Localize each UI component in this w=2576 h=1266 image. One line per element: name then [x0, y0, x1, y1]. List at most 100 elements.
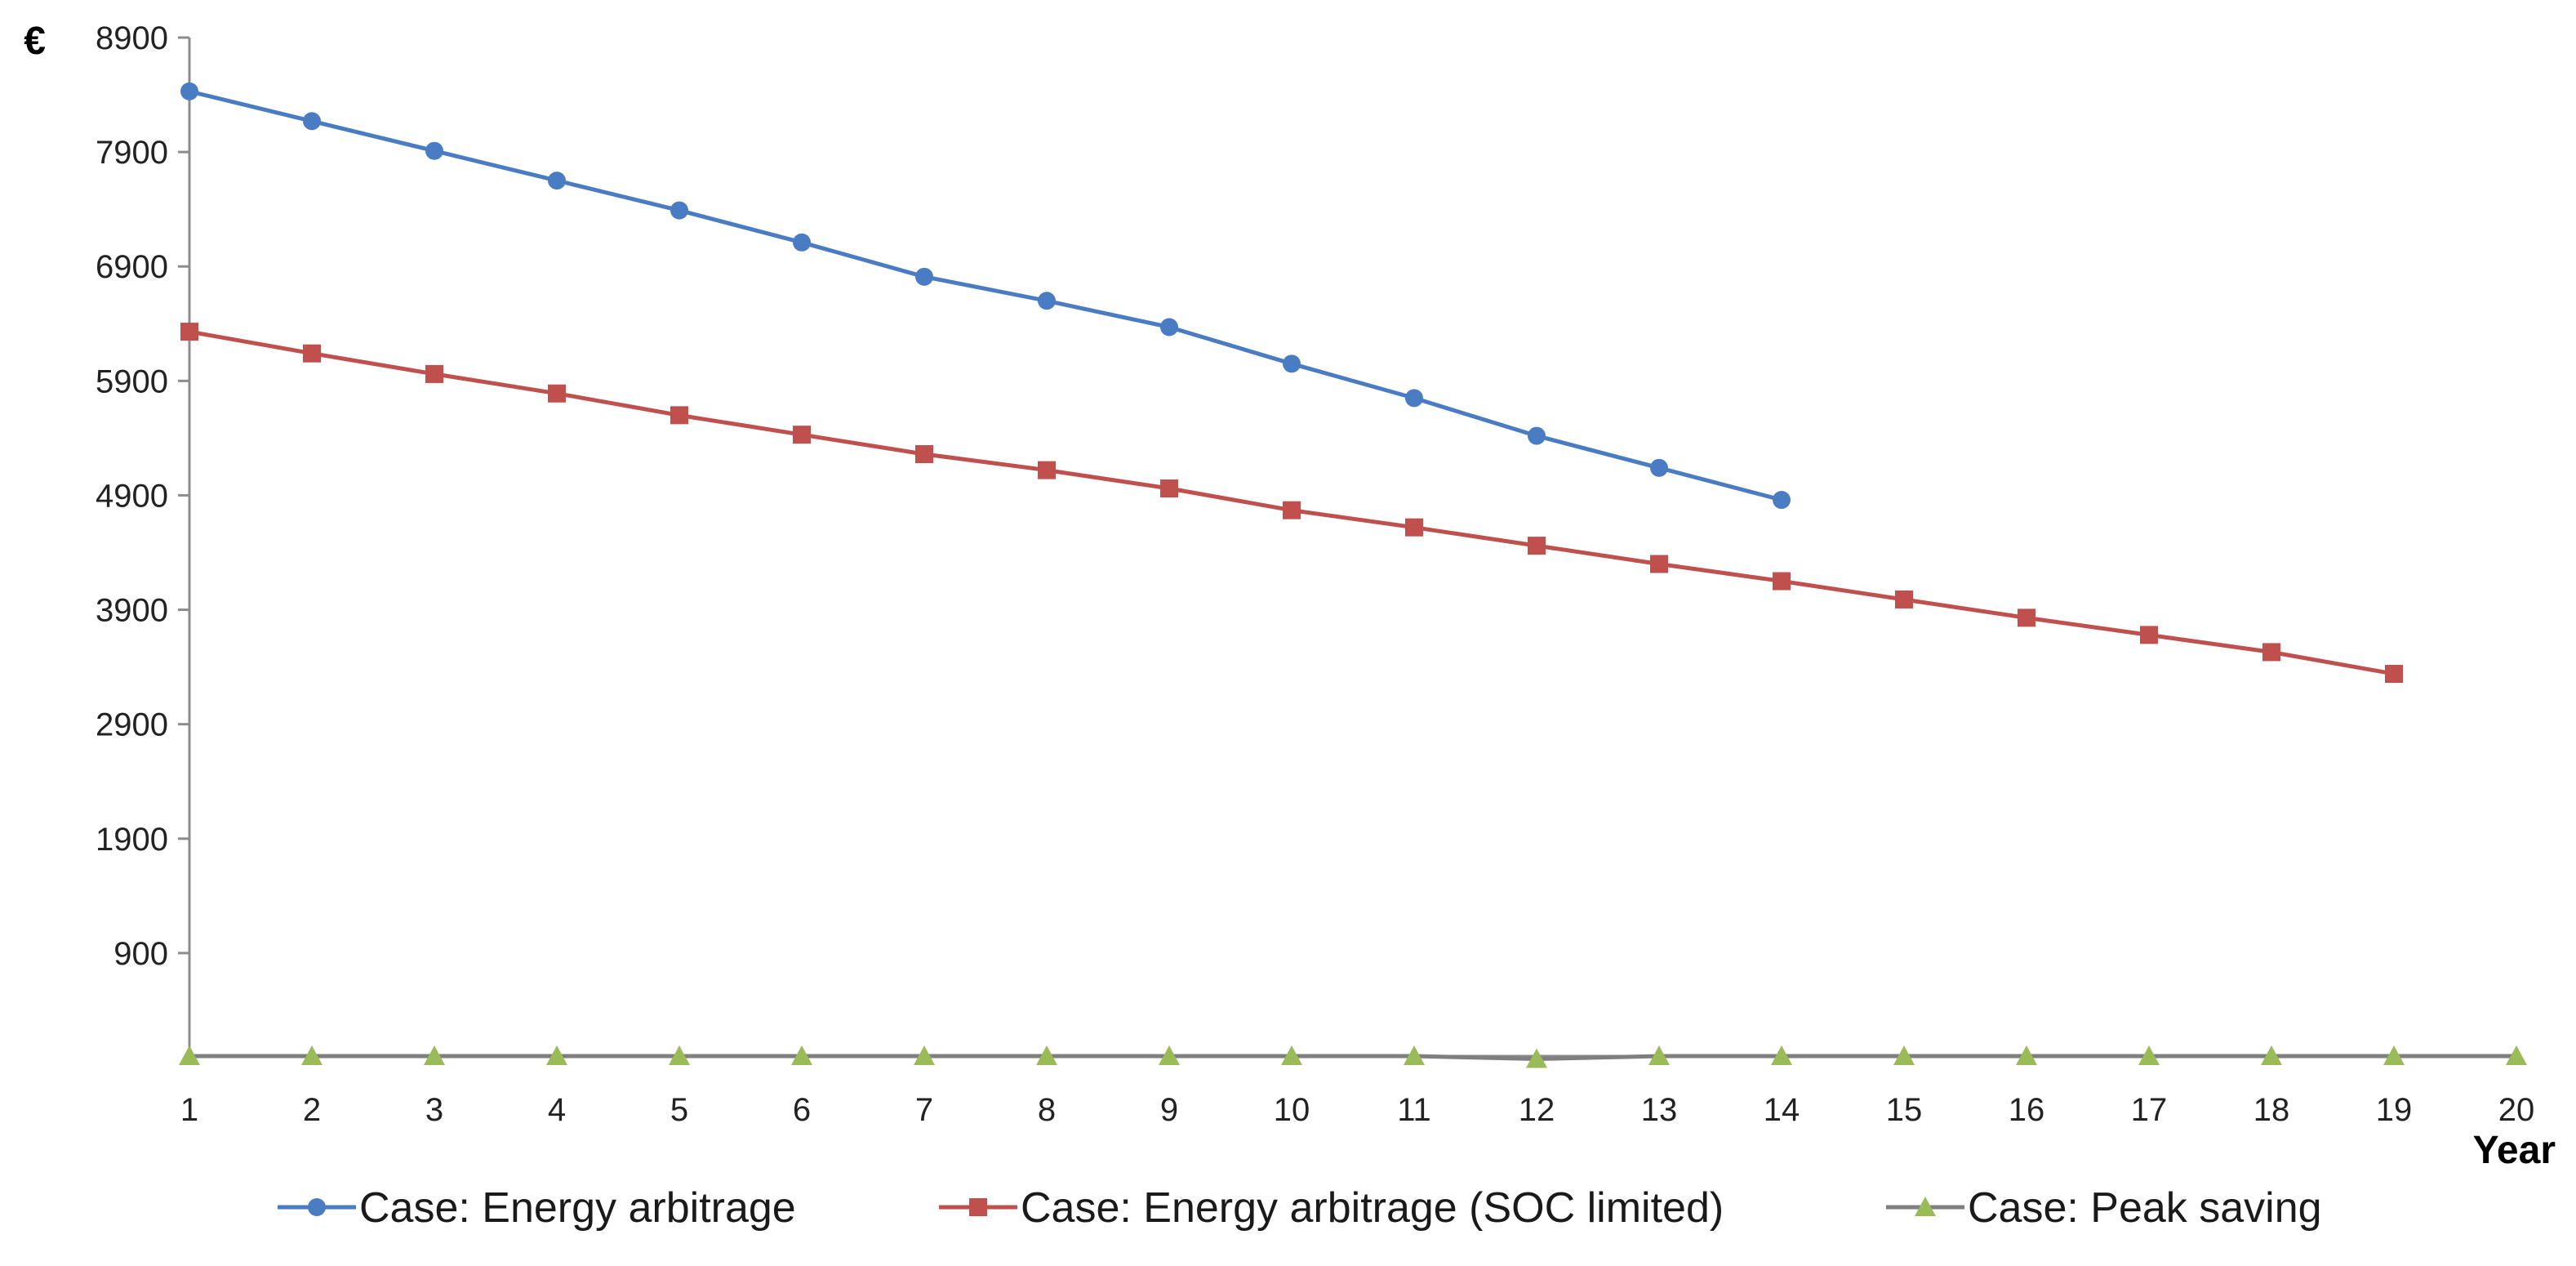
x-tick-label: 12	[1519, 1092, 1555, 1128]
data-point-circle	[670, 201, 688, 220]
x-tick-label: 11	[1397, 1092, 1431, 1128]
data-point-square	[2262, 643, 2280, 662]
x-tick-label: 19	[2376, 1092, 2413, 1128]
data-point-triangle	[1648, 1045, 1670, 1066]
y-tick-label: 900	[113, 936, 168, 972]
data-point-triangle	[2016, 1045, 2037, 1066]
y-tick-label: 3900	[96, 593, 168, 629]
data-point-square	[1038, 461, 1056, 479]
data-point-square	[1283, 501, 1301, 519]
data-point-triangle	[424, 1045, 445, 1066]
data-point-triangle	[546, 1045, 567, 1066]
legend-item-1: Case: Energy arbitrage	[278, 1184, 796, 1232]
data-point-square	[180, 323, 198, 341]
data-point-circle	[303, 112, 321, 131]
x-tick-label: 8	[1038, 1092, 1056, 1128]
data-point-circle	[1650, 458, 1668, 477]
y-tick-label: 5900	[96, 363, 168, 399]
x-tick-label: 4	[548, 1092, 566, 1128]
data-point-square	[2140, 626, 2158, 644]
data-point-triangle	[1893, 1045, 1915, 1066]
series-2	[180, 323, 2403, 684]
data-point-triangle	[2506, 1045, 2527, 1066]
x-tick-label: 20	[2498, 1092, 2535, 1128]
data-point-triangle	[179, 1045, 200, 1066]
data-point-square	[915, 445, 933, 464]
y-tick-label: 8900	[96, 20, 168, 56]
x-tick-label: 6	[793, 1092, 811, 1128]
data-point-square	[1160, 479, 1178, 498]
data-point-circle	[548, 172, 566, 190]
data-point-circle	[1038, 292, 1056, 310]
data-point-circle	[1405, 389, 1423, 408]
data-point-triangle	[1281, 1045, 1302, 1066]
data-point-triangle	[1526, 1048, 1547, 1068]
legend-item-3: Case: Peak saving	[1886, 1184, 2322, 1232]
data-point-square	[548, 384, 566, 403]
x-tick-label: 9	[1160, 1092, 1178, 1128]
legend-item-2: Case: Energy arbitrage (SOC limited)	[939, 1184, 1724, 1232]
y-axis: 900 1900 2900 3900 4900 5900 6900 7900 8900	[96, 20, 191, 1056]
data-point-circle	[1283, 354, 1301, 373]
data-point-triangle	[301, 1045, 323, 1066]
legend-label: Case: Peak saving	[1968, 1184, 2322, 1232]
data-point-square	[425, 364, 443, 383]
x-tick-label: 15	[1886, 1092, 1923, 1128]
data-point-circle	[425, 141, 443, 160]
data-point-triangle	[1036, 1045, 1057, 1066]
data-point-triangle	[2261, 1045, 2282, 1066]
x-axis-title: Year	[2473, 1129, 2556, 1172]
y-axis-title: €	[24, 20, 46, 63]
y-tick-label: 7900	[96, 135, 168, 171]
data-point-triangle	[669, 1045, 690, 1066]
data-point-triangle	[2383, 1045, 2405, 1066]
data-point-triangle	[1771, 1045, 1792, 1066]
data-point-square	[670, 406, 688, 425]
series-3	[179, 1045, 2527, 1068]
data-point-circle	[793, 233, 811, 252]
data-point-triangle	[1404, 1045, 1425, 1066]
series-line	[189, 89, 1782, 502]
data-point-square	[1405, 518, 1423, 537]
data-point-triangle	[1159, 1045, 1180, 1066]
data-point-circle	[1160, 318, 1178, 337]
data-point-triangle	[2138, 1045, 2160, 1066]
series-line	[189, 1054, 2516, 1061]
x-tick-label: 10	[1274, 1092, 1310, 1128]
x-tick-label: 16	[2009, 1092, 2045, 1128]
series-1	[180, 82, 1791, 510]
x-tick-label: 3	[425, 1092, 443, 1128]
data-point-triangle	[914, 1045, 935, 1066]
data-point-square	[2018, 608, 2035, 627]
data-point-square	[303, 344, 321, 363]
series-layer	[179, 82, 2527, 1068]
data-point-square	[2385, 665, 2403, 684]
x-tick-label: 7	[915, 1092, 933, 1128]
y-tick-label: 4900	[96, 478, 168, 514]
data-point-circle	[915, 267, 933, 286]
data-point-square	[793, 426, 811, 444]
x-tick-label: 2	[303, 1092, 321, 1128]
data-point-square	[1650, 555, 1668, 573]
legend-label: Case: Energy arbitrage	[359, 1184, 796, 1232]
x-tick-label: 18	[2253, 1092, 2290, 1128]
data-point-square	[969, 1198, 987, 1216]
data-point-circle	[1528, 426, 1546, 445]
legend: Case: Energy arbitrage Case: Energy arbit…	[278, 1184, 2322, 1232]
x-tick-label: 13	[1641, 1092, 1678, 1128]
x-tick-label: 17	[2131, 1092, 2168, 1128]
x-tick-label: 5	[670, 1092, 688, 1128]
y-tick-label: 1900	[96, 822, 168, 858]
data-point-triangle	[791, 1045, 812, 1066]
data-point-circle	[1773, 491, 1791, 510]
data-point-square	[1773, 572, 1791, 591]
data-point-square	[1895, 590, 1913, 608]
data-point-square	[1528, 537, 1546, 555]
x-tick-label: 1	[180, 1092, 198, 1128]
legend-label: Case: Energy arbitrage (SOC limited)	[1021, 1184, 1724, 1232]
y-tick-label: 6900	[96, 249, 168, 285]
x-tick-label: 14	[1764, 1092, 1800, 1128]
data-point-triangle	[1915, 1197, 1936, 1217]
